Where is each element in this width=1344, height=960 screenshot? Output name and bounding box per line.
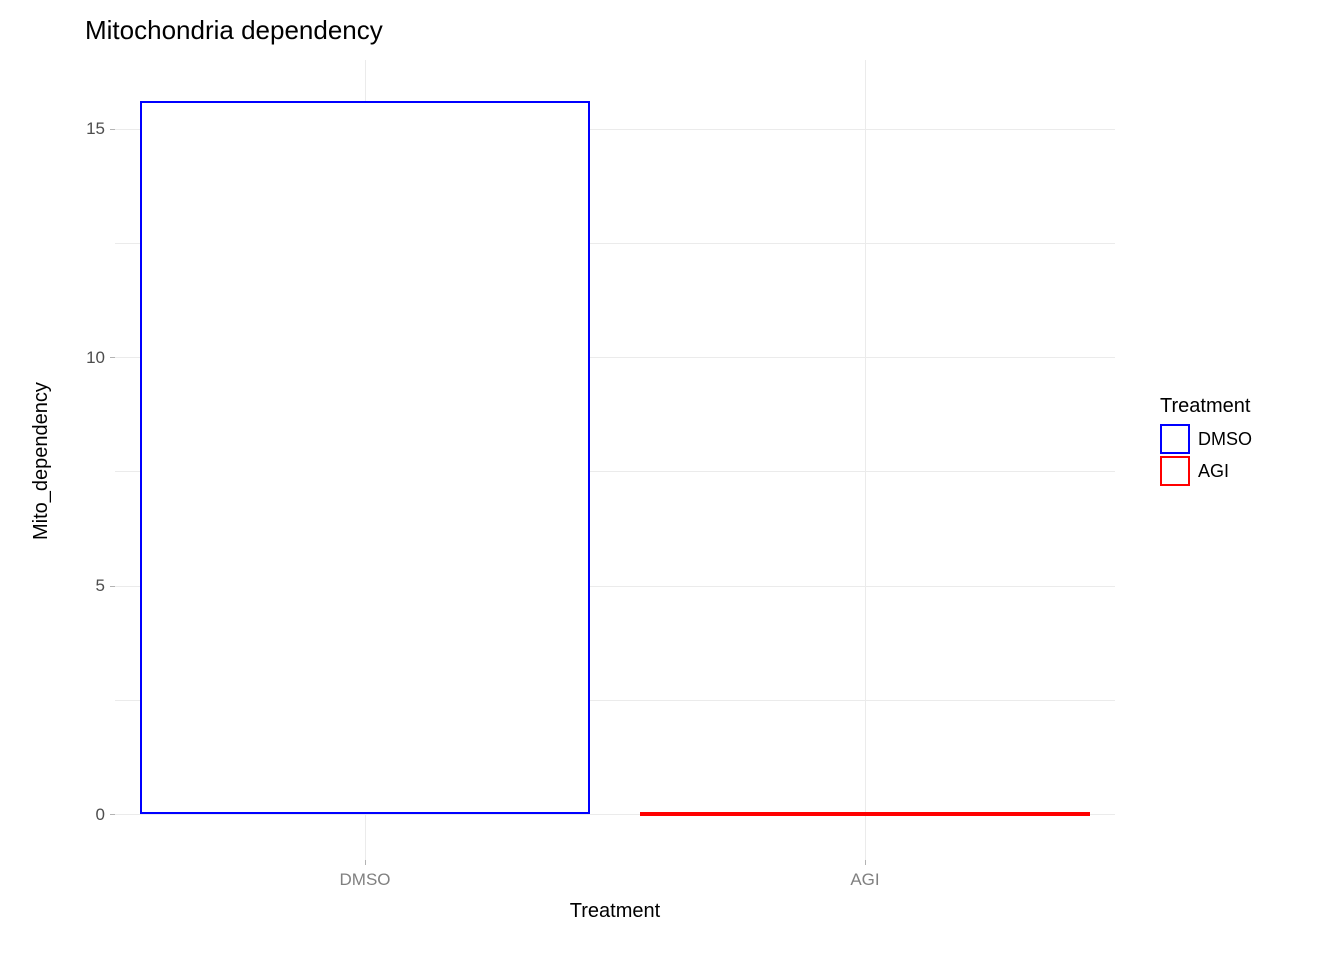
chart-title: Mitochondria dependency: [85, 15, 383, 46]
y-axis-tick: [110, 357, 115, 358]
y-axis-tick: [110, 814, 115, 815]
legend-title: Treatment: [1160, 395, 1252, 418]
plot-panel: [115, 60, 1115, 860]
legend-swatch-icon: [1160, 424, 1190, 454]
y-tick-label: 5: [45, 576, 105, 596]
legend-item-label: AGI: [1198, 461, 1229, 482]
x-tick-label: DMSO: [285, 870, 445, 890]
gridline-vertical: [865, 60, 866, 860]
legend: Treatment DMSO AGI: [1160, 395, 1252, 486]
y-tick-label: 10: [45, 348, 105, 368]
bar-agi: [640, 812, 1090, 816]
legend-item: DMSO: [1160, 424, 1252, 454]
legend-swatch-icon: [1160, 456, 1190, 486]
x-axis-tick: [365, 860, 366, 865]
legend-item-label: DMSO: [1198, 429, 1252, 450]
y-axis-tick: [110, 586, 115, 587]
legend-item: AGI: [1160, 456, 1252, 486]
x-axis-tick: [865, 860, 866, 865]
y-axis-tick: [110, 129, 115, 130]
chart-figure: Mitochondria dependency Mito_dependency …: [0, 0, 1344, 960]
y-axis-label: Mito_dependency: [30, 382, 53, 540]
bar-dmso: [140, 101, 590, 814]
x-axis-label: Treatment: [515, 900, 715, 923]
x-tick-label: AGI: [785, 870, 945, 890]
y-tick-label: 0: [45, 805, 105, 825]
y-tick-label: 15: [45, 119, 105, 139]
